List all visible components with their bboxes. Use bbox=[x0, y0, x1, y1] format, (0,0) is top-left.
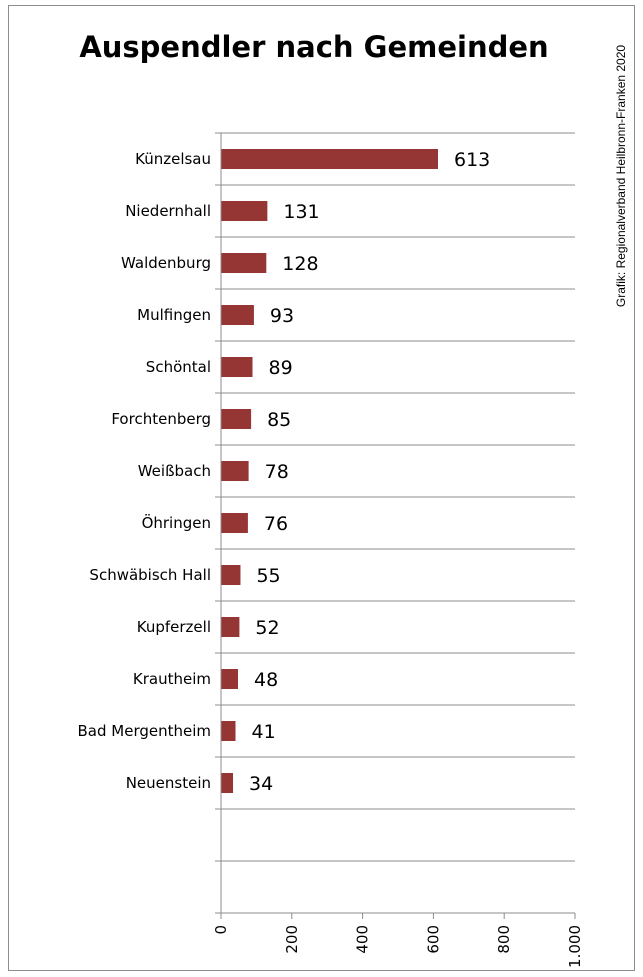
data-label: 55 bbox=[256, 565, 280, 587]
category-label: Neuenstein bbox=[126, 774, 211, 792]
bar bbox=[221, 253, 267, 273]
chart-title: Auspendler nach Gemeinden bbox=[79, 30, 549, 64]
bar bbox=[221, 721, 236, 741]
x-tick-label: 0 bbox=[212, 925, 230, 935]
data-label: 613 bbox=[454, 149, 490, 171]
bar bbox=[221, 461, 249, 481]
bar bbox=[221, 357, 253, 377]
data-label: 78 bbox=[265, 461, 289, 483]
x-tick-label: 1.000 bbox=[566, 925, 584, 968]
x-tick-label: 400 bbox=[354, 925, 372, 954]
data-label: 41 bbox=[252, 721, 276, 743]
bar bbox=[221, 409, 252, 429]
bar bbox=[221, 773, 234, 793]
bar bbox=[221, 305, 254, 325]
category-label: Schöntal bbox=[146, 358, 211, 376]
category-label: Künzelsau bbox=[135, 150, 211, 168]
category-label: Forchtenberg bbox=[111, 410, 211, 428]
data-label: 48 bbox=[254, 669, 278, 691]
category-label: Schwäbisch Hall bbox=[89, 566, 211, 584]
data-label: 34 bbox=[249, 773, 273, 795]
x-tick-label: 200 bbox=[283, 925, 301, 954]
category-label: Waldenburg bbox=[121, 254, 211, 272]
data-label: 131 bbox=[283, 201, 319, 223]
data-label: 76 bbox=[264, 513, 288, 535]
category-label: Mulfingen bbox=[137, 306, 211, 324]
bar bbox=[221, 565, 241, 585]
category-label: Bad Mergentheim bbox=[78, 722, 212, 740]
data-label: 128 bbox=[282, 253, 318, 275]
bar bbox=[221, 513, 248, 533]
data-label: 52 bbox=[255, 617, 279, 639]
bar bbox=[221, 149, 439, 169]
bar bbox=[221, 617, 240, 637]
category-label: Niedernhall bbox=[125, 202, 211, 220]
category-label: Krautheim bbox=[133, 670, 211, 688]
data-label: 93 bbox=[270, 305, 294, 327]
bar bbox=[221, 669, 238, 689]
category-label: Öhringen bbox=[142, 513, 211, 532]
category-label: Weißbach bbox=[138, 462, 211, 480]
category-label: Kupferzell bbox=[137, 618, 211, 636]
x-tick-label: 600 bbox=[424, 925, 442, 954]
data-label: 89 bbox=[269, 357, 293, 379]
data-label: 85 bbox=[267, 409, 291, 431]
bar bbox=[221, 201, 268, 221]
x-tick-label: 800 bbox=[495, 925, 513, 954]
